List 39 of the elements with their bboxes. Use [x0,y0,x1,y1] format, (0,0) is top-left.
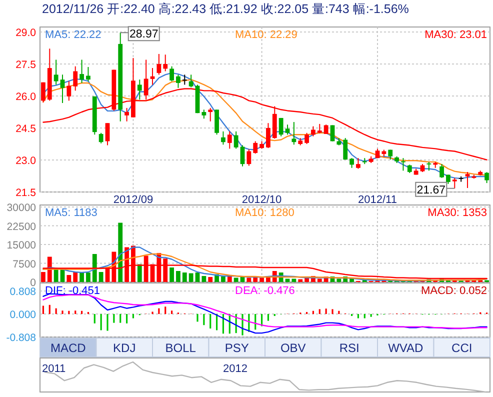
text: BOLL [165,341,196,355]
text: MA30: 1353 [428,207,487,219]
annotation: 2011 [42,363,66,375]
y-tick-label: 24.5 [16,123,36,135]
text: CCI [452,341,472,355]
text: MA10: 22.29 [235,29,298,41]
y-tick-label: 0 [30,277,36,289]
series-label: MACD: 0.052 [420,285,487,297]
series-label: DEA: -0.476 [235,285,295,297]
text: MACD [50,341,86,355]
text: MA10: 1280 [235,207,294,219]
annotation: 28.97 [129,28,158,41]
y-tick-label: 27.5 [16,59,36,71]
text: MA30: 23.01 [424,29,487,41]
y-tick-label: 22500 [6,220,36,233]
text: OBV [280,341,306,355]
text: MA5: 1183 [45,207,98,219]
x-tick-label: 2012/10 [242,194,282,206]
text: KDJ [113,341,136,355]
y-tick-label: 0.808 [10,286,36,298]
y-tick-label: 29.0 [16,27,36,39]
series-label: DIF: -0.451 [45,285,100,297]
x-tick-label: 2012/09 [113,194,154,206]
annotation: 21.67 [416,184,446,196]
text: MA5: 22.22 [45,29,102,41]
text: RSI [339,341,360,355]
y-tick-label: 0.000 [10,309,36,321]
y-tick-label: -0.808 [6,332,36,344]
x-tick-label: 2012/11 [358,194,397,206]
text: PSY [224,341,249,355]
y-tick-label: 7500 [12,258,36,270]
text: WVAD [388,341,424,355]
y-tick-label: 21.5 [16,187,36,199]
y-tick-label: 15000 [6,240,36,252]
annotation: 2012 [223,363,248,375]
y-tick-label: 26.0 [16,91,36,103]
y-tick-label: 30000 [6,202,36,214]
chart-title: 2012/11/26 开:22.40 高:22.43 低:21.92 收:22.05 量:743 幅:-1.56% [42,1,409,16]
y-tick-label: 23.0 [16,155,36,167]
